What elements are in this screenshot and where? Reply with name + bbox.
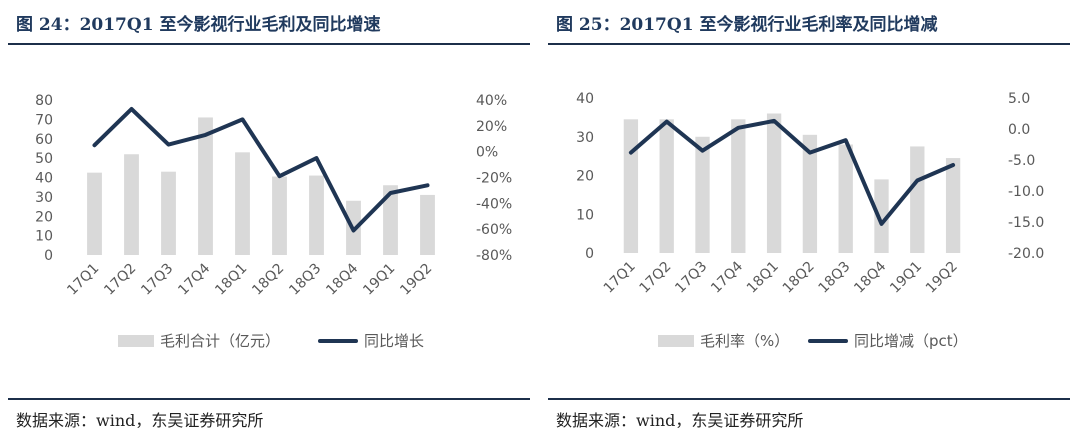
left-axis-tick-label: 0 [44,248,53,264]
left-axis-tick-label: 30 [576,130,594,146]
left-axis-tick-label: 0 [585,246,594,262]
bar-17q1 [87,172,102,255]
bar-17q3 [161,171,176,255]
category-label: 19Q1 [360,261,398,299]
category-label: 18Q1 [744,259,782,297]
bar-19q2 [945,158,961,253]
left-axis-tick-label: 40 [35,171,53,187]
left-axis-tick-label: 40 [576,91,594,107]
category-label: 17Q3 [672,259,710,297]
bar-18q2 [272,176,287,255]
legend-bar-label: 毛利率（%） [700,332,789,350]
bar-18q1 [235,152,250,255]
left-axis-tick-label: 50 [35,151,53,167]
left-axis-tick-label: 20 [35,209,53,225]
right-axis-tick-label: 20% [476,119,507,135]
left-axis-tick-label: 80 [35,93,53,109]
category-label: 17Q2 [101,261,139,299]
source-divider [8,398,530,400]
left-axis-tick-label: 10 [576,207,594,223]
left-axis-tick-label: 30 [35,190,53,206]
category-label: 19Q1 [887,259,925,297]
source-divider [548,398,1070,400]
right-axis-tick-label: 0% [476,145,498,161]
right-axis-tick-label: -20% [476,171,512,187]
category-label: 18Q4 [851,258,889,296]
category-label: 17Q1 [64,261,102,299]
category-label: 18Q1 [212,261,250,299]
chart-panel-gross-margin: 图 25：2017Q1 至今影视行业毛利率及同比增减 0 10 20 30 40 -20.… [548,0,1070,437]
legend-bar-label: 毛利合计（亿元） [160,332,280,350]
bar-19q1 [910,146,925,253]
category-label: 18Q2 [780,259,818,297]
right-axis-tick-label: -40% [476,196,512,212]
category-label: 17Q4 [708,258,746,296]
right-axis-tick-label: -10.0 [1008,184,1044,200]
category-label: 19Q2 [923,259,961,297]
category-label: 17Q2 [637,259,675,297]
right-axis-tick-label: -80% [476,248,512,264]
category-label: 18Q4 [323,260,361,298]
bar-17q2 [124,154,139,255]
category-label: 19Q2 [397,261,435,299]
right-axis-tick-label: -15.0 [1008,215,1044,231]
bar-17q4 [731,119,746,253]
bar-17q1 [623,119,639,253]
legend-bar-swatch [118,335,154,347]
chart-panel-gross-profit: 图 24：2017Q1 至今影视行业毛利及同比增速 0 10 20 30 40 50 60 7… [8,0,530,437]
bar-18q3 [838,144,853,253]
right-axis-tick-label: -5.0 [1008,153,1035,169]
chart-title: 图 25：2017Q1 至今影视行业毛利率及同比增减 [556,15,938,35]
left-axis-tick-label: 10 [35,229,53,245]
right-axis-tick-label: 0.0 [1008,122,1030,138]
bar-18q3 [309,175,324,255]
line-series-yoy [628,118,956,226]
chart-title: 图 24：2017Q1 至今影视行业毛利及同比增速 [16,15,381,35]
category-label: 18Q3 [816,259,854,297]
title-divider [548,43,1070,45]
category-label: 18Q3 [286,261,324,299]
bar-17q2 [659,119,674,253]
right-axis-tick-label: -20.0 [1008,246,1044,262]
category-label: 17Q3 [138,261,176,299]
bar-18q1 [766,113,782,253]
legend-line-label: 同比增长 [364,332,424,350]
line-series-yoy [92,107,430,233]
bar-19q2 [420,194,435,255]
right-axis-tick-label: -60% [476,222,512,238]
bar-18q4 [874,179,889,253]
category-label: 18Q2 [249,261,287,299]
left-axis-tick-label: 70 [35,112,53,128]
legend-line-label: 同比增减（pct） [854,332,968,350]
legend-bar-swatch [658,335,694,347]
left-axis-tick-label: 60 [35,132,53,148]
data-source: 数据来源：wind，东吴证券研究所 [556,411,804,430]
right-axis-tick-label: 5.0 [1008,91,1030,107]
category-label: 17Q4 [175,260,213,298]
gross-margin-chart: 010203040-20.0-15.0-10.0-5.00.05.017Q117… [576,91,1044,350]
bar-17q3 [695,136,710,253]
right-axis-tick-label: 40% [476,93,507,109]
title-divider [8,43,530,45]
gross-profit-chart: 0 10 20 30 40 50 60 70 80 -80% -60% -40% -20% 0% 20% 40… [35,93,512,350]
left-axis-tick-label: 20 [576,169,594,185]
bar-19q1 [383,185,398,255]
bar-17q4 [198,117,213,255]
data-source: 数据来源：wind，东吴证券研究所 [16,411,264,430]
bar-18q2 [802,134,818,253]
category-label: 17Q1 [601,259,639,297]
